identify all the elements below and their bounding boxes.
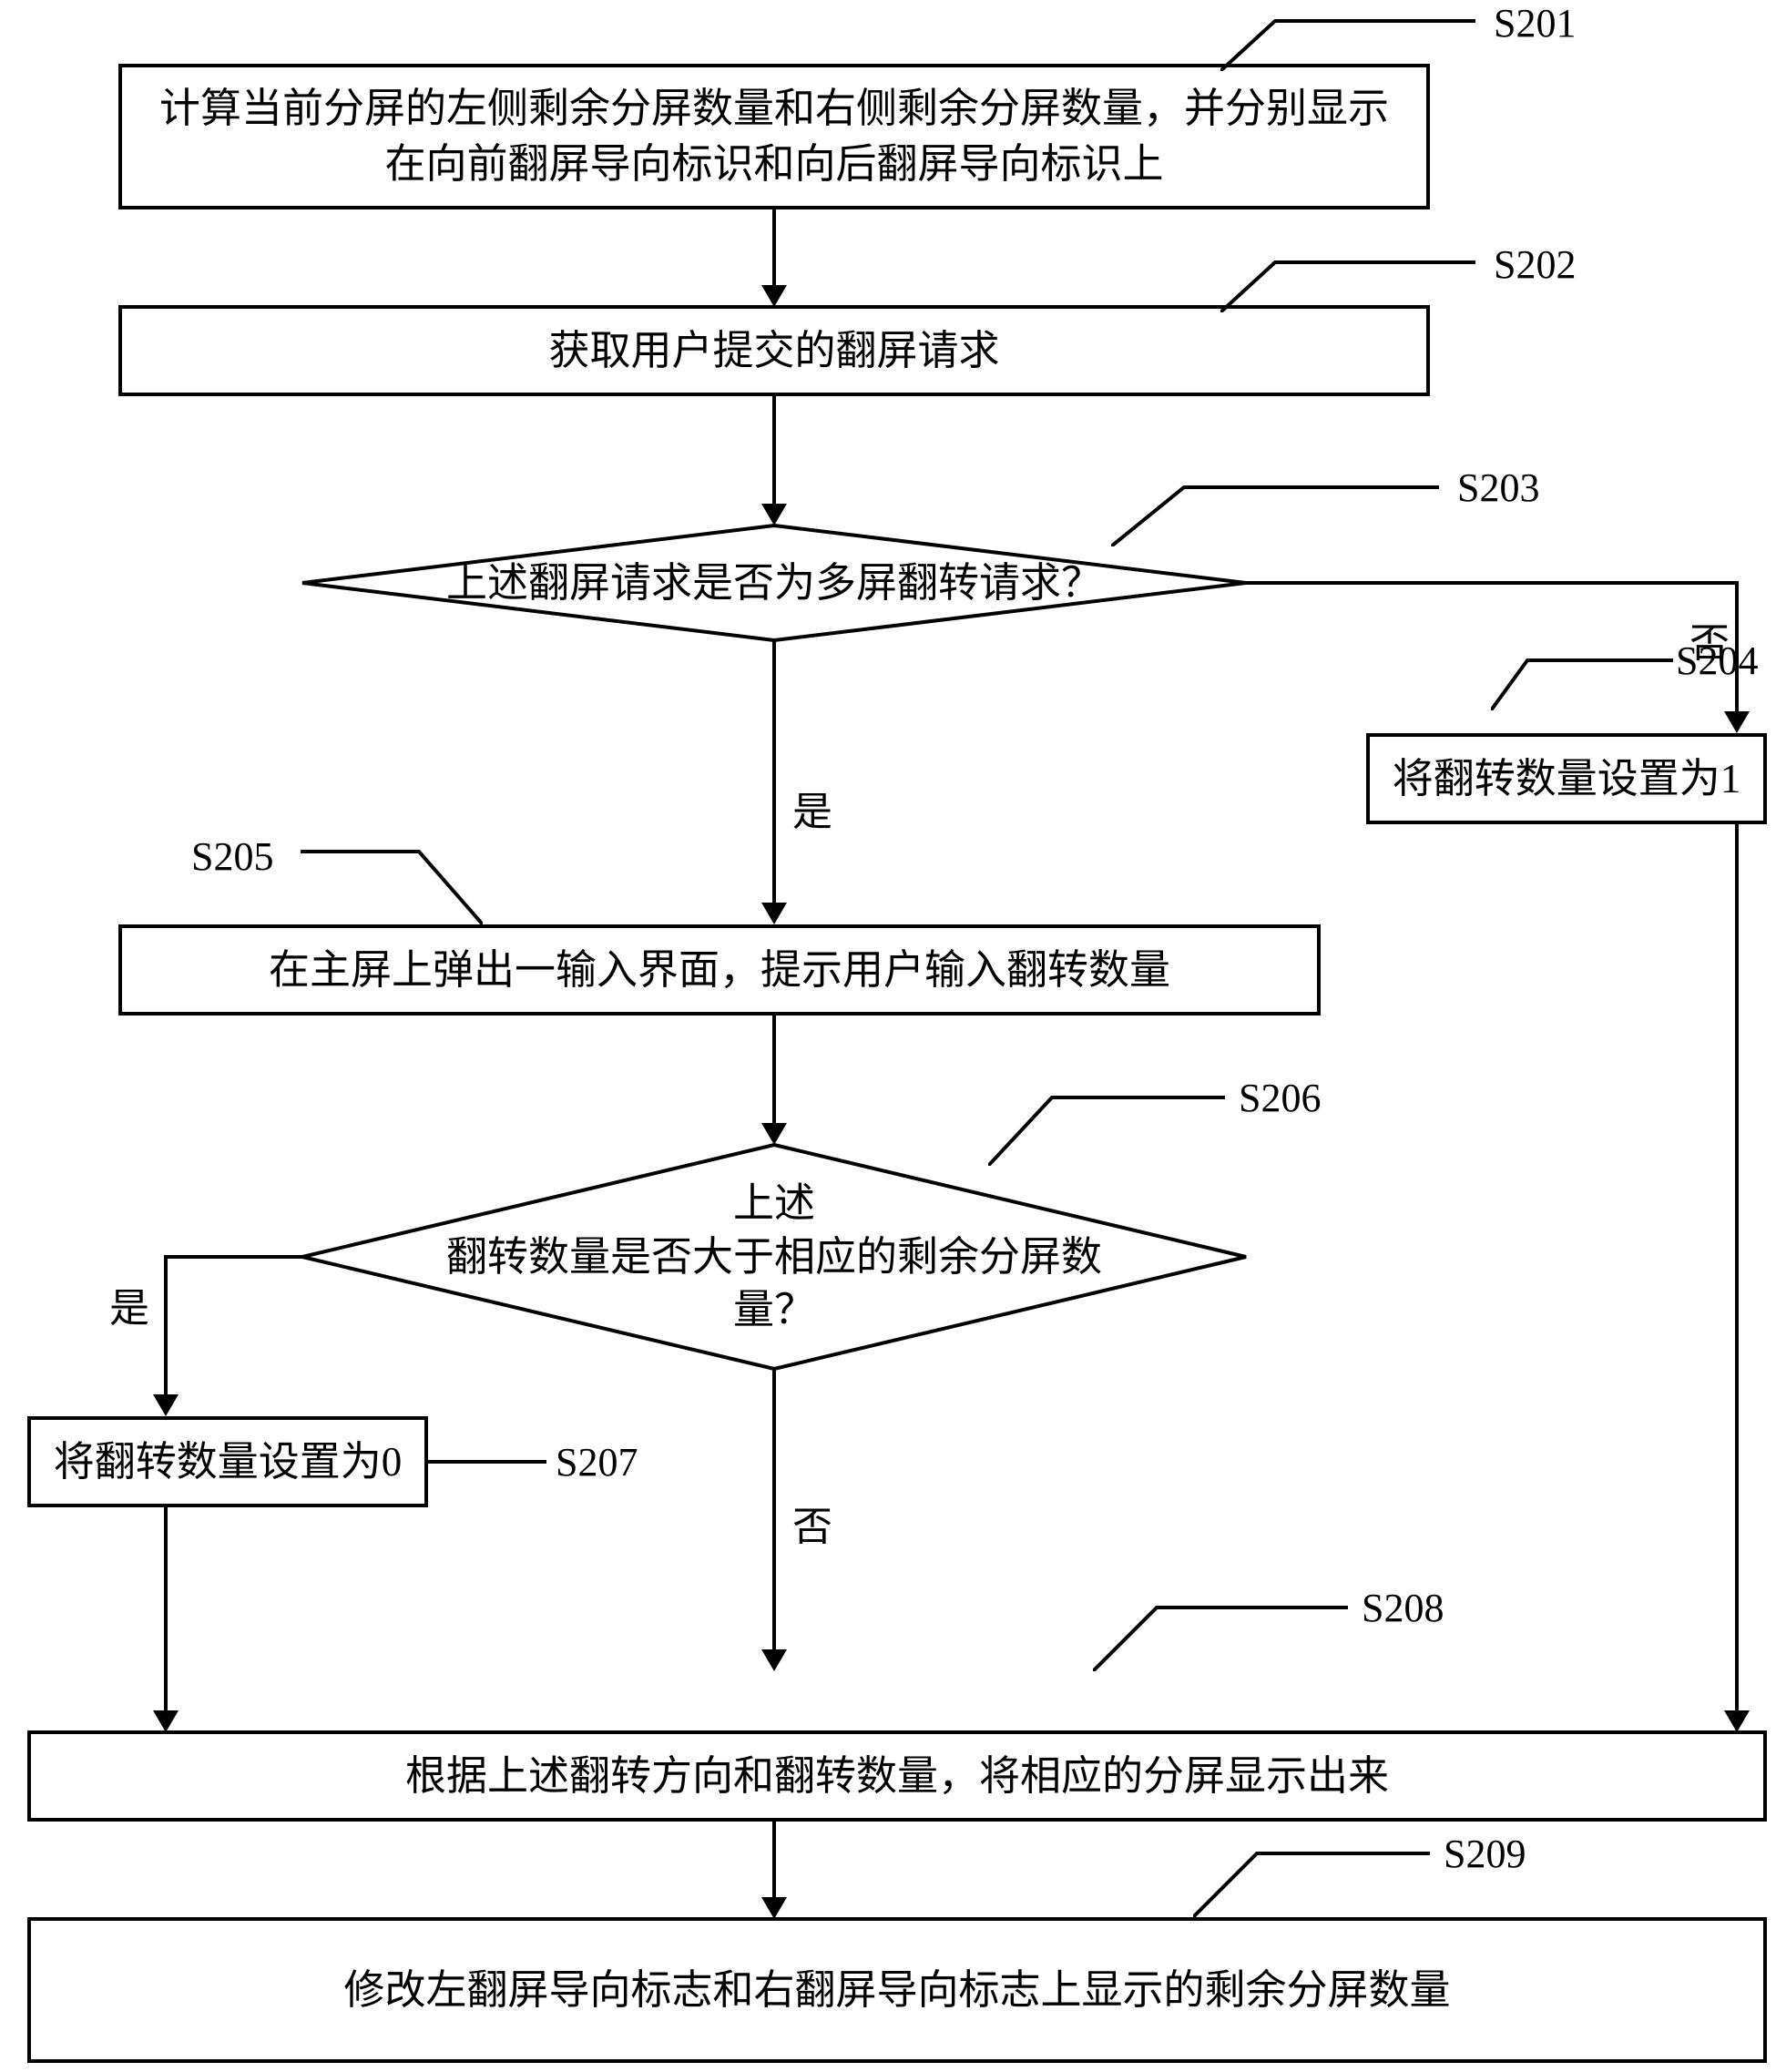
step-s204-box: 将翻转数量设置为1 xyxy=(1366,733,1767,824)
label-s207: S207 xyxy=(556,1439,638,1485)
leader-s205 xyxy=(301,847,483,924)
label-s204: S204 xyxy=(1676,638,1758,684)
arrow-s206-no xyxy=(761,1649,787,1671)
arrow-s202-s203 xyxy=(761,504,787,526)
edge-s208-s209 xyxy=(772,1822,776,1899)
arrow-s203-yes xyxy=(761,903,787,924)
edge-s207-down xyxy=(164,1507,168,1712)
step-s205-box: 在主屏上弹出一输入界面，提示用户输入翻转数量 xyxy=(118,924,1321,1016)
leader-s209 xyxy=(1193,1849,1430,1917)
arrow-s207-s208 xyxy=(153,1710,179,1732)
step-s208-text: 根据上述翻转方向和翻转数量，将相应的分屏显示出来 xyxy=(405,1749,1389,1804)
step-s202-text: 获取用户提交的翻屏请求 xyxy=(548,323,999,379)
label-s206: S206 xyxy=(1239,1075,1321,1121)
edge-s201-s202 xyxy=(772,209,776,287)
leader-s202 xyxy=(1220,258,1475,312)
edge-s206-yes-v xyxy=(164,1255,168,1396)
step-s201-text: 计算当前分屏的左侧剩余分屏数量和右侧剩余分屏数量，并分别显示在向前翻屏导向标识和… xyxy=(140,81,1408,192)
arrow-s203-no xyxy=(1724,711,1750,733)
step-s205-text: 在主屏上弹出一输入界面，提示用户输入翻转数量 xyxy=(269,943,1170,998)
label-s209: S209 xyxy=(1444,1831,1526,1877)
leader-s208 xyxy=(1093,1603,1348,1671)
edge-s206-no xyxy=(772,1369,776,1651)
edge-s202-s203 xyxy=(772,396,776,505)
step-s204-text: 将翻转数量设置为1 xyxy=(1393,751,1741,807)
label-s208: S208 xyxy=(1362,1585,1444,1631)
edge-s205-s206 xyxy=(772,1016,776,1125)
arrow-s206-yes xyxy=(153,1394,179,1416)
label-s203: S203 xyxy=(1457,464,1539,511)
label-s201: S201 xyxy=(1494,0,1576,46)
step-s206-diamond: 上述 翻转数量是否大于相应的剩余分屏数 量？ xyxy=(301,1143,1248,1371)
step-s206-text: 上述 翻转数量是否大于相应的剩余分屏数 量？ xyxy=(446,1177,1102,1337)
arrow-s208-s209 xyxy=(761,1897,787,1919)
label-s205: S205 xyxy=(191,833,273,880)
branch-s203-yes: 是 xyxy=(792,779,832,837)
label-s202: S202 xyxy=(1494,241,1576,288)
flowchart-canvas: 计算当前分屏的左侧剩余分屏数量和右侧剩余分屏数量，并分别显示在向前翻屏导向标识和… xyxy=(0,0,1776,2072)
edge-s203-yes xyxy=(772,640,776,904)
step-s208-box: 根据上述翻转方向和翻转数量，将相应的分屏显示出来 xyxy=(27,1730,1767,1822)
branch-s206-no: 否 xyxy=(792,1494,832,1552)
leader-s201 xyxy=(1220,16,1475,71)
arrow-s205-s206 xyxy=(761,1123,787,1145)
arrow-s201-s202 xyxy=(761,285,787,307)
step-s202-box: 获取用户提交的翻屏请求 xyxy=(118,305,1430,396)
leader-s206 xyxy=(988,1093,1225,1166)
edge-s206-yes-h xyxy=(164,1255,302,1259)
leader-s207 xyxy=(428,1439,546,1485)
edge-s204-down xyxy=(1735,824,1739,1712)
branch-s206-yes: 是 xyxy=(109,1275,149,1333)
step-s203-text: 上述翻屏请求是否为多屏翻转请求？ xyxy=(446,556,1102,610)
step-s209-box: 修改左翻屏导向标志和右翻屏导向标志上显示的剩余分屏数量 xyxy=(27,1917,1767,2063)
leader-s203 xyxy=(1111,483,1439,546)
step-s201-box: 计算当前分屏的左侧剩余分屏数量和右侧剩余分屏数量，并分别显示在向前翻屏导向标识和… xyxy=(118,64,1430,209)
step-s207-box: 将翻转数量设置为0 xyxy=(27,1416,428,1507)
edge-s203-no-h xyxy=(1246,581,1735,585)
step-s207-text: 将翻转数量设置为0 xyxy=(54,1434,403,1490)
step-s203-diamond: 上述翻屏请求是否为多屏翻转请求？ xyxy=(301,524,1248,642)
arrow-s204-s208 xyxy=(1724,1710,1750,1732)
leader-s204 xyxy=(1491,656,1673,710)
step-s209-text: 修改左翻屏导向标志和右翻屏导向标志上显示的剩余分屏数量 xyxy=(343,1963,1450,2018)
